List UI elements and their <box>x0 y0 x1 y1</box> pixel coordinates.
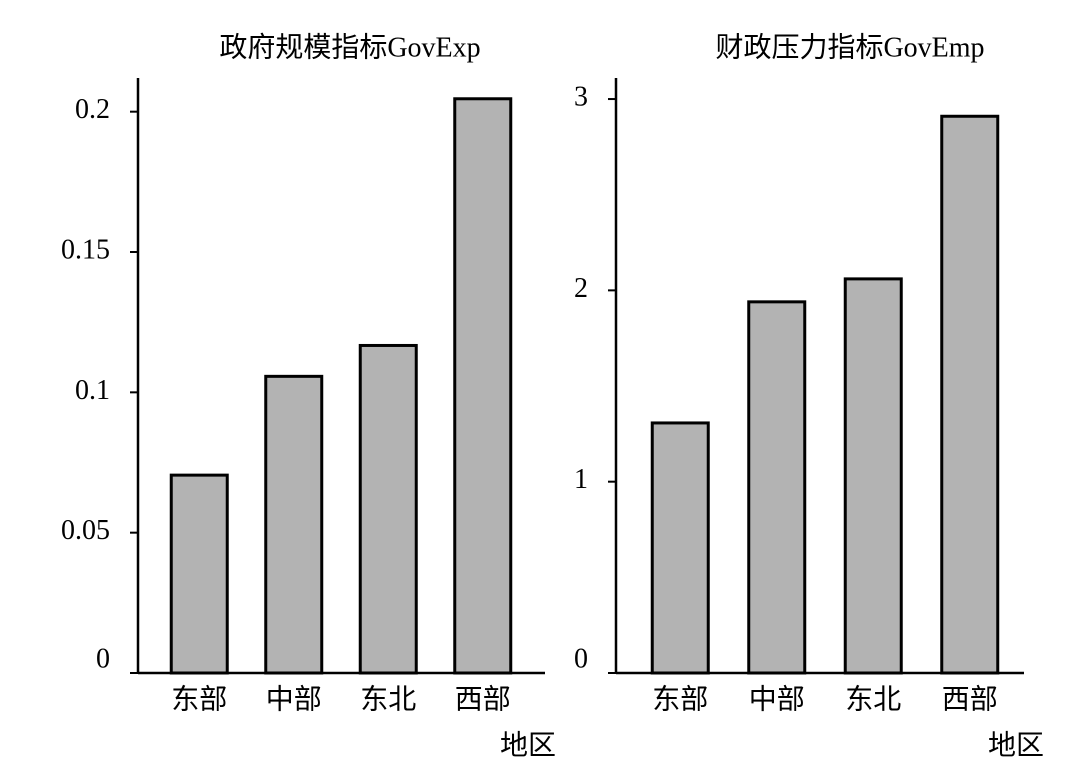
bar <box>169 473 229 675</box>
y-tick-label: 0.15 <box>61 234 110 265</box>
chart-title: 财政压力指标GovEmp <box>715 31 984 63</box>
bar <box>358 343 418 675</box>
bar <box>747 300 807 675</box>
y-tick-label: 0.05 <box>61 515 110 546</box>
x-tick-label: 东北 <box>845 683 901 715</box>
y-tick-label: 1 <box>574 464 588 495</box>
bar <box>843 277 903 675</box>
bar <box>453 97 513 675</box>
y-tick-label: 0 <box>574 643 588 674</box>
x-tick-label: 东北 <box>360 683 416 715</box>
y-tick-label: 0.2 <box>75 94 110 125</box>
y-tick-label: 3 <box>574 81 588 112</box>
y-tick-label: 0.1 <box>75 375 110 406</box>
x-tick-label: 中部 <box>749 683 805 715</box>
x-tick-label: 西部 <box>455 683 511 715</box>
x-tick-label: 西部 <box>942 683 998 715</box>
bar <box>650 421 710 675</box>
y-tick-label: 0 <box>96 643 110 674</box>
x-tick-label: 东部 <box>652 683 708 715</box>
x-axis-label: 地区 <box>988 729 1044 761</box>
x-axis-label: 地区 <box>500 729 556 761</box>
bar <box>264 374 324 675</box>
x-tick-label: 东部 <box>171 683 227 715</box>
bar <box>940 114 1000 675</box>
x-tick-label: 中部 <box>266 683 322 715</box>
y-tick-label: 2 <box>574 273 588 304</box>
chart-title: 政府规模指标GovExp <box>219 31 480 63</box>
